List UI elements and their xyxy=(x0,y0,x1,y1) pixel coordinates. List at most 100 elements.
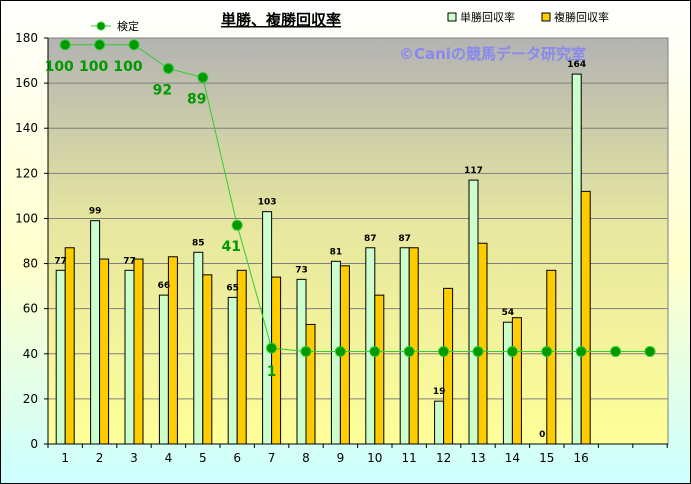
y-tick-label: 40 xyxy=(23,347,38,361)
bar-複勝回収率 xyxy=(271,276,282,445)
bar-data-label: 99 xyxy=(89,207,102,217)
x-tick-label: 16 xyxy=(574,451,589,465)
bar-単勝回収率 xyxy=(502,321,513,445)
x-tick-label: 15 xyxy=(539,451,554,465)
x-tick-label: 4 xyxy=(165,451,173,465)
bar-複勝回収率 xyxy=(64,247,75,445)
y-tick-label: 100 xyxy=(15,211,38,225)
line-point xyxy=(575,346,587,358)
y-tick-label: 60 xyxy=(23,302,38,316)
legend-line-marker xyxy=(96,21,106,31)
bar-複勝回収率 xyxy=(305,323,316,445)
bar-data-label: 73 xyxy=(295,265,308,275)
bar-data-label: 66 xyxy=(158,281,171,291)
bar-単勝回収率 xyxy=(193,251,204,445)
line-point xyxy=(266,342,278,354)
plot-area xyxy=(47,37,669,445)
line-point xyxy=(644,346,656,358)
bar-data-label: 0 xyxy=(539,430,545,440)
line-point xyxy=(334,346,346,358)
line-point xyxy=(162,62,174,74)
x-tick-label: 12 xyxy=(436,451,451,465)
y-tick-label: 180 xyxy=(15,31,38,45)
y-tick-label: 160 xyxy=(15,76,38,90)
x-tick-label: 14 xyxy=(505,451,520,465)
bar-単勝回収率 xyxy=(399,247,410,445)
line-data-label: 41 xyxy=(221,239,240,255)
line-検定 xyxy=(65,44,650,353)
line-point xyxy=(438,346,450,358)
bar-単勝回収率 xyxy=(227,296,238,445)
x-tick-label: 2 xyxy=(96,451,104,465)
bar-複勝回収率 xyxy=(477,242,488,445)
line-point xyxy=(197,71,209,83)
line-data-label: 100 xyxy=(45,59,74,75)
bar-複勝回収率 xyxy=(443,287,454,445)
bar-data-label: 65 xyxy=(226,283,239,293)
bar-単勝回収率 xyxy=(90,220,101,445)
y-tick-label: 0 xyxy=(30,437,38,451)
line-point xyxy=(369,346,381,358)
bar-data-label: 103 xyxy=(258,198,277,208)
legend-swatch-bar1 xyxy=(447,12,457,22)
bar-単勝回収率 xyxy=(434,400,445,445)
line-point xyxy=(94,39,106,51)
bar-複勝回収率 xyxy=(133,258,144,445)
line-point xyxy=(403,346,415,358)
y-tick-label: 120 xyxy=(15,166,38,180)
line-point xyxy=(231,219,243,231)
line-point xyxy=(59,39,71,51)
legend-swatch-bar2 xyxy=(541,12,551,22)
bar-複勝回収率 xyxy=(202,274,213,445)
bar-単勝回収率 xyxy=(262,211,273,445)
bar-data-label: 85 xyxy=(192,238,205,248)
bar-単勝回収率 xyxy=(158,294,169,445)
bar-複勝回収率 xyxy=(374,294,385,445)
y-tick-label: 140 xyxy=(15,121,38,135)
bar-data-label: 87 xyxy=(398,234,411,244)
bar-複勝回収率 xyxy=(408,247,419,445)
bar-data-label: 117 xyxy=(464,166,483,176)
line-data-label: 100 xyxy=(79,59,108,75)
bar-data-label: 19 xyxy=(433,387,446,397)
bar-data-label: 77 xyxy=(123,256,136,266)
bar-data-label: 164 xyxy=(567,60,586,70)
line-data-label: 100 xyxy=(113,59,142,75)
legend-label-line: 検定 xyxy=(117,19,139,33)
legend: 検定 単勝回収率 複勝回収率 xyxy=(91,10,609,33)
bar-複勝回収率 xyxy=(511,317,522,445)
line-point xyxy=(472,346,484,358)
x-tick-label: 8 xyxy=(302,451,310,465)
y-tick-label: 20 xyxy=(23,392,38,406)
bar-複勝回収率 xyxy=(99,258,110,445)
x-tick-label: 13 xyxy=(470,451,485,465)
x-tick-label: 10 xyxy=(367,451,382,465)
line-point xyxy=(506,346,518,358)
bar-単勝回収率 xyxy=(365,247,376,445)
x-tick-label: 6 xyxy=(233,451,241,465)
bar-data-label: 54 xyxy=(502,308,515,318)
watermark: ©Caniの競馬データ研究室 xyxy=(399,45,586,63)
bar-data-label: 87 xyxy=(364,234,377,244)
x-tick-label: 5 xyxy=(199,451,207,465)
bar-単勝回収率 xyxy=(296,278,307,445)
line-point xyxy=(128,39,140,51)
bar-複勝回収率 xyxy=(546,269,557,445)
bar-単勝回収率 xyxy=(571,73,582,445)
bar-複勝回収率 xyxy=(580,190,591,445)
bar-複勝回収率 xyxy=(236,269,247,445)
legend-label-bar2: 複勝回収率 xyxy=(554,10,609,24)
x-tick-label: 1 xyxy=(61,451,69,465)
line-point xyxy=(541,346,553,358)
x-tick-label: 3 xyxy=(130,451,138,465)
x-tick-label: 7 xyxy=(268,451,276,465)
line-data-label: 89 xyxy=(187,91,206,107)
line-data-label: 92 xyxy=(153,82,172,98)
bar-複勝回収率 xyxy=(167,256,178,445)
y-tick-label: 80 xyxy=(23,257,38,271)
bar-data-label: 77 xyxy=(54,256,67,266)
line-point xyxy=(610,346,622,358)
legend-label-bar1: 単勝回収率 xyxy=(460,10,515,24)
chart-title: 単勝、複勝回収率 xyxy=(221,11,341,29)
